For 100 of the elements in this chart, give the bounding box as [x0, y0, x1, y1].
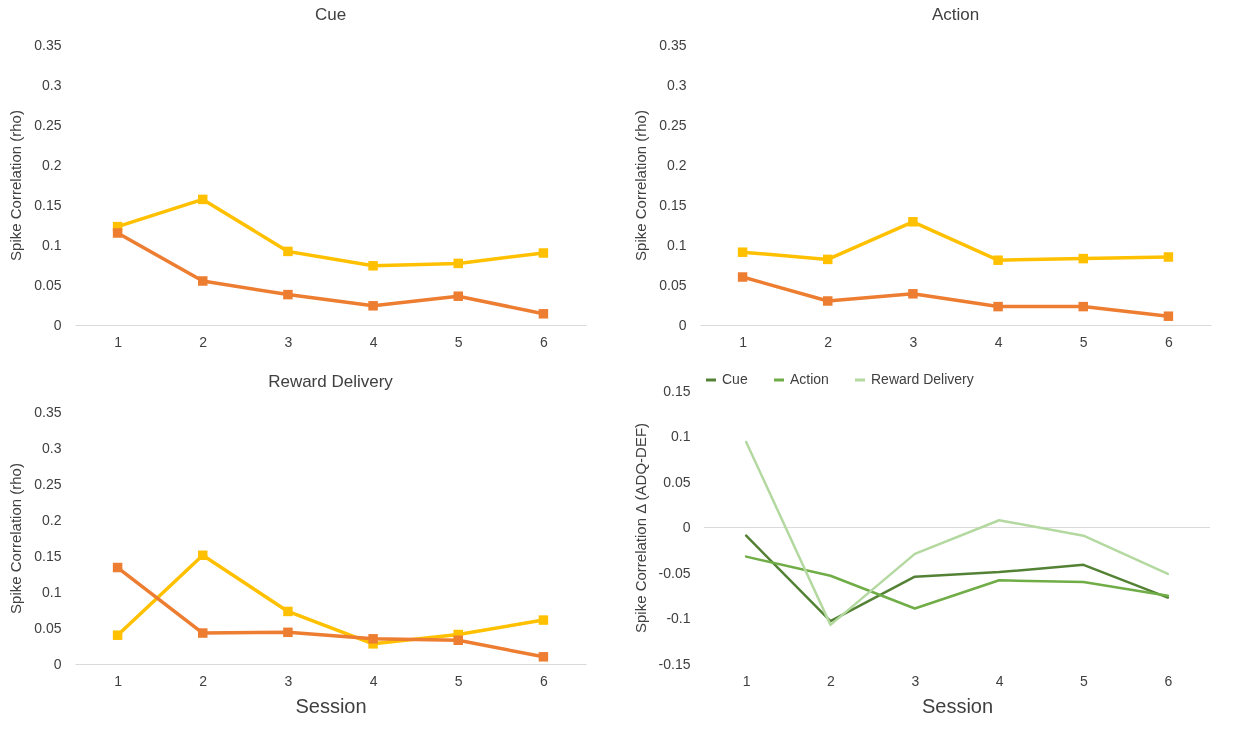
point	[112, 630, 123, 640]
point	[737, 272, 748, 282]
point	[1078, 301, 1088, 312]
x-tick-label: 3	[911, 672, 920, 689]
legend-label: Cue	[722, 371, 748, 387]
point	[538, 248, 549, 258]
y-tick-label: 0.3	[667, 76, 687, 93]
x-tick-label: 4	[995, 672, 1004, 689]
x-tick-label: 2	[824, 333, 833, 350]
y-tick-label: 0.15	[663, 382, 691, 399]
x-tick-label: 1	[114, 333, 123, 350]
legend-label: Action	[790, 371, 829, 387]
y-tick-label: 0.2	[667, 156, 687, 173]
point	[368, 301, 378, 311]
line-series	[744, 534, 1170, 623]
y-tick-label: -0.1	[666, 610, 691, 626]
x-tick-label: 3	[284, 333, 293, 350]
point	[368, 261, 378, 271]
point	[283, 627, 293, 638]
y-tick-label: 0.15	[659, 196, 687, 213]
y-tick-label: 0.35	[34, 403, 62, 420]
point	[823, 254, 833, 265]
point	[198, 628, 208, 638]
y-tick-label: 0	[53, 655, 62, 672]
y-tick-label: 0.2	[42, 156, 62, 173]
x-tick-label: 3	[284, 672, 293, 689]
point	[453, 635, 463, 645]
y-tick-label: 0.15	[34, 547, 62, 564]
x-axis-title: Session	[921, 694, 994, 717]
point	[112, 562, 123, 573]
line-series	[744, 440, 1170, 627]
chart-title: Reward Delivery	[268, 372, 394, 391]
y-tick-label: 0.1	[667, 236, 687, 253]
y-tick-label: 0.15	[34, 196, 62, 213]
x-tick-label: 2	[199, 672, 208, 689]
x-tick-label: 6	[1164, 672, 1173, 689]
point	[198, 194, 208, 205]
chart-title: Cue	[314, 5, 347, 24]
point	[737, 247, 748, 257]
x-tick-label: 6	[1165, 333, 1174, 350]
y-tick-label: 0	[53, 316, 62, 333]
y-tick-label: 0.25	[34, 475, 62, 492]
point	[283, 606, 293, 617]
point	[538, 652, 549, 662]
y-axis-title: Spike Correlation (rho)	[632, 110, 650, 261]
y-tick-label: 0.05	[34, 619, 62, 636]
point	[993, 255, 1003, 265]
point	[538, 615, 549, 625]
x-tick-label: 1	[739, 333, 748, 350]
y-tick-label: 0.35	[34, 36, 62, 53]
point	[1163, 252, 1174, 262]
point	[368, 634, 378, 644]
point	[453, 291, 463, 301]
x-tick-label: 2	[827, 672, 836, 689]
y-tick-label: 0.05	[659, 276, 687, 293]
point	[908, 289, 918, 299]
x-tick-label: 5	[454, 672, 463, 689]
point	[538, 309, 549, 319]
y-tick-label: 0.1	[42, 583, 62, 600]
point	[112, 228, 123, 238]
x-tick-label: 5	[454, 333, 463, 350]
point	[993, 301, 1003, 312]
point	[198, 550, 208, 561]
chart-title: Action	[931, 5, 980, 24]
point	[198, 276, 208, 286]
point	[453, 258, 463, 269]
y-tick-label: 0.35	[659, 36, 687, 53]
x-tick-label: 4	[369, 672, 378, 689]
x-tick-label: 4	[369, 333, 378, 350]
point	[1078, 253, 1088, 264]
x-tick-label: 5	[1079, 333, 1088, 350]
y-tick-label: 0.3	[42, 76, 62, 93]
x-tick-label: 5	[1080, 672, 1089, 689]
y-tick-label: 0.05	[663, 473, 691, 490]
x-tick-label: 2	[199, 333, 208, 350]
y-tick-label: 0.3	[42, 439, 62, 456]
x-tick-label: 1	[742, 672, 751, 689]
x-tick-label: 6	[540, 672, 549, 689]
x-axis-title: Session	[295, 694, 367, 717]
x-tick-label: 4	[994, 333, 1003, 350]
y-tick-label: 0.1	[671, 428, 691, 444]
legend-label: Reward Delivery	[871, 371, 974, 387]
point	[1163, 311, 1174, 321]
y-tick-label: 0.05	[34, 276, 62, 293]
point	[283, 289, 293, 300]
x-tick-label: 1	[114, 672, 123, 689]
y-axis-title: Spike Correlation Δ (ADQ-DEF)	[631, 422, 649, 634]
y-tick-label: 0.25	[34, 116, 62, 133]
point	[908, 217, 918, 227]
point	[823, 296, 833, 306]
y-axis-title: Spike Correlation (rho)	[7, 463, 25, 614]
y-axis-title: Spike Correlation (rho)	[7, 110, 25, 261]
y-tick-label: 0.1	[42, 236, 62, 253]
y-tick-label: 0.2	[42, 511, 62, 528]
y-tick-label: -0.05	[658, 564, 691, 581]
line-series	[744, 555, 1170, 610]
y-tick-label: 0	[682, 519, 691, 535]
point	[283, 246, 293, 257]
y-tick-label: -0.15	[658, 655, 691, 672]
y-tick-label: 0	[678, 316, 687, 333]
